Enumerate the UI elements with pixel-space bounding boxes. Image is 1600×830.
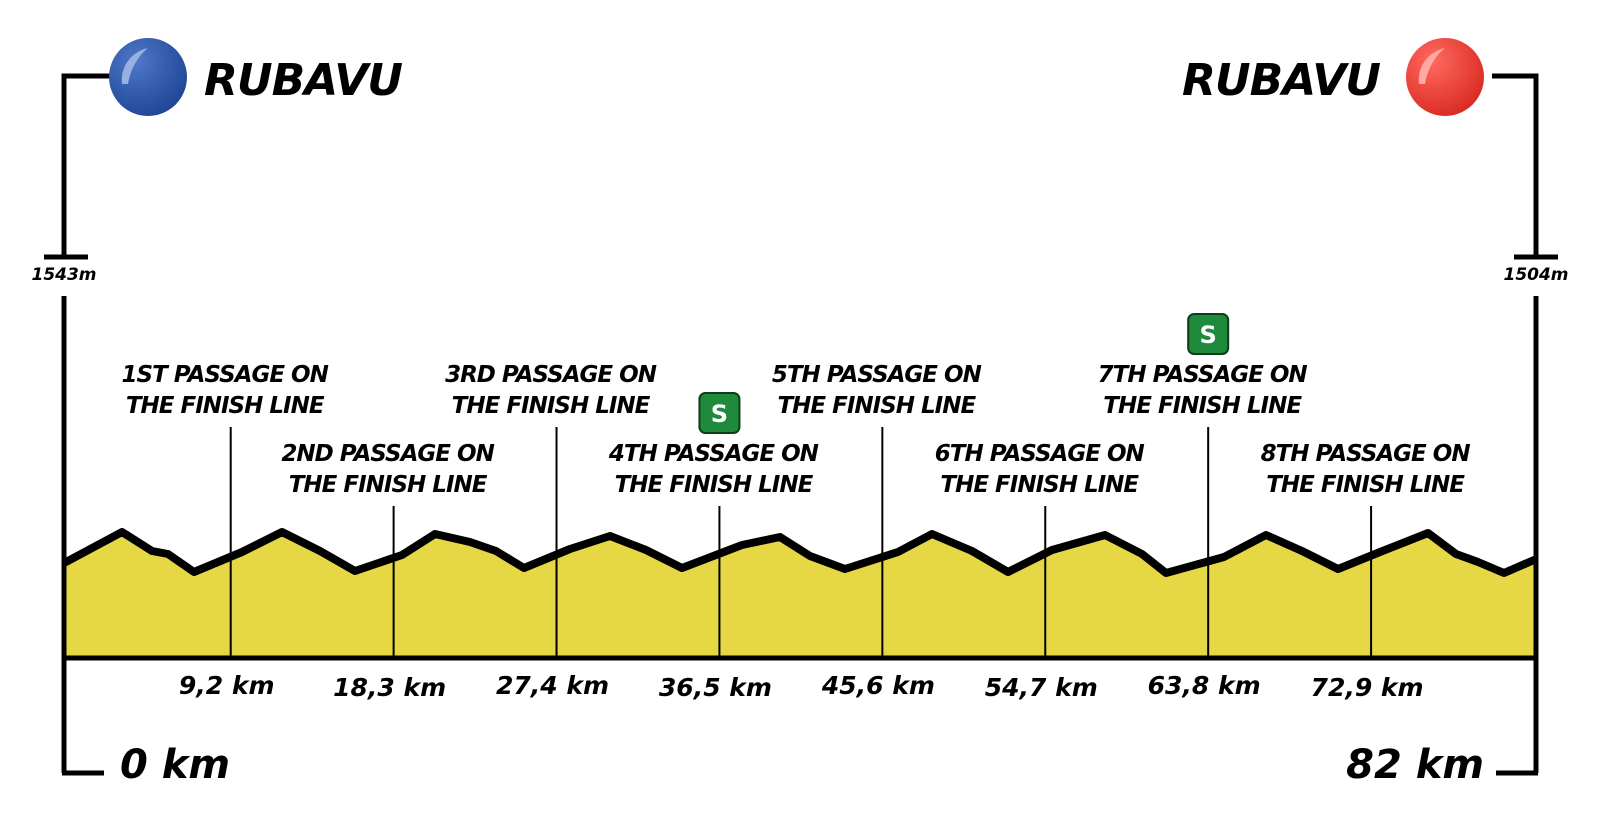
passage-label-line2: THE FINISH LINE	[1266, 472, 1465, 498]
passage-label-line2: THE FINISH LINE	[1103, 393, 1302, 419]
finish-town: RUBAVU	[1182, 55, 1380, 106]
sprint-icon	[1187, 313, 1230, 355]
start-town: RUBAVU	[204, 55, 402, 106]
passage-distance-label: 54,7 km	[985, 673, 1098, 702]
passage-markers: 1ST PASSAGE ON THE FINISH LINE 9,2 km 2ND P…	[122, 313, 1471, 702]
passage-label-line2: THE FINISH LINE	[452, 393, 651, 419]
passage-label-line2: THE FINISH LINE	[940, 472, 1139, 498]
finish-bracket-top	[1492, 73, 1539, 257]
passage-distance-label: 27,4 km	[496, 671, 609, 700]
passage-label-line2: THE FINISH LINE	[615, 472, 814, 498]
finish-marker-highlight	[1418, 48, 1445, 84]
passage-label-line1: 5TH PASSAGE ON	[772, 362, 982, 388]
sprint-label: S	[1200, 321, 1217, 349]
finish-altitude: 1504m	[1503, 265, 1568, 285]
passage-label-line1: 1ST PASSAGE ON	[122, 362, 329, 388]
passage-label-line1: 8TH PASSAGE ON	[1261, 441, 1471, 467]
start-marker-icon	[109, 38, 187, 116]
passage-distance-label: 18,3 km	[333, 673, 446, 702]
start-marker-highlight	[121, 48, 148, 84]
passage-label-line2: THE FINISH LINE	[126, 393, 325, 419]
sprint-icon	[698, 392, 741, 434]
elevation-line	[62, 528, 1538, 577]
elevation-area	[66, 532, 1534, 658]
passage-distance-label: 72,9 km	[1311, 673, 1424, 702]
passage-distance-label: 36,5 km	[659, 673, 772, 702]
finish-marker-icon	[1406, 38, 1484, 116]
start-distance: 0 km	[120, 742, 230, 788]
passage-distance-label: 45,6 km	[821, 671, 935, 700]
passage-label-line2: THE FINISH LINE	[777, 393, 976, 419]
passage-label-line1: 2ND PASSAGE ON	[281, 441, 494, 467]
passage-distance-label: 9,2 km	[179, 671, 275, 700]
start-bracket-top	[61, 73, 110, 257]
sprint-label: S	[711, 400, 728, 428]
passage-label-line1: 4TH PASSAGE ON	[608, 441, 819, 467]
passage-label-line1: 3RD PASSAGE ON	[445, 362, 657, 388]
passage-distance-label: 63,8 km	[1148, 671, 1261, 700]
passage-label-line1: 6TH PASSAGE ON	[935, 441, 1145, 467]
start-altitude: 1543m	[31, 265, 96, 285]
passage-label-line2: THE FINISH LINE	[289, 472, 488, 498]
passage-label-line1: 7TH PASSAGE ON	[1098, 362, 1308, 388]
finish-distance: 82 km	[1346, 742, 1484, 788]
